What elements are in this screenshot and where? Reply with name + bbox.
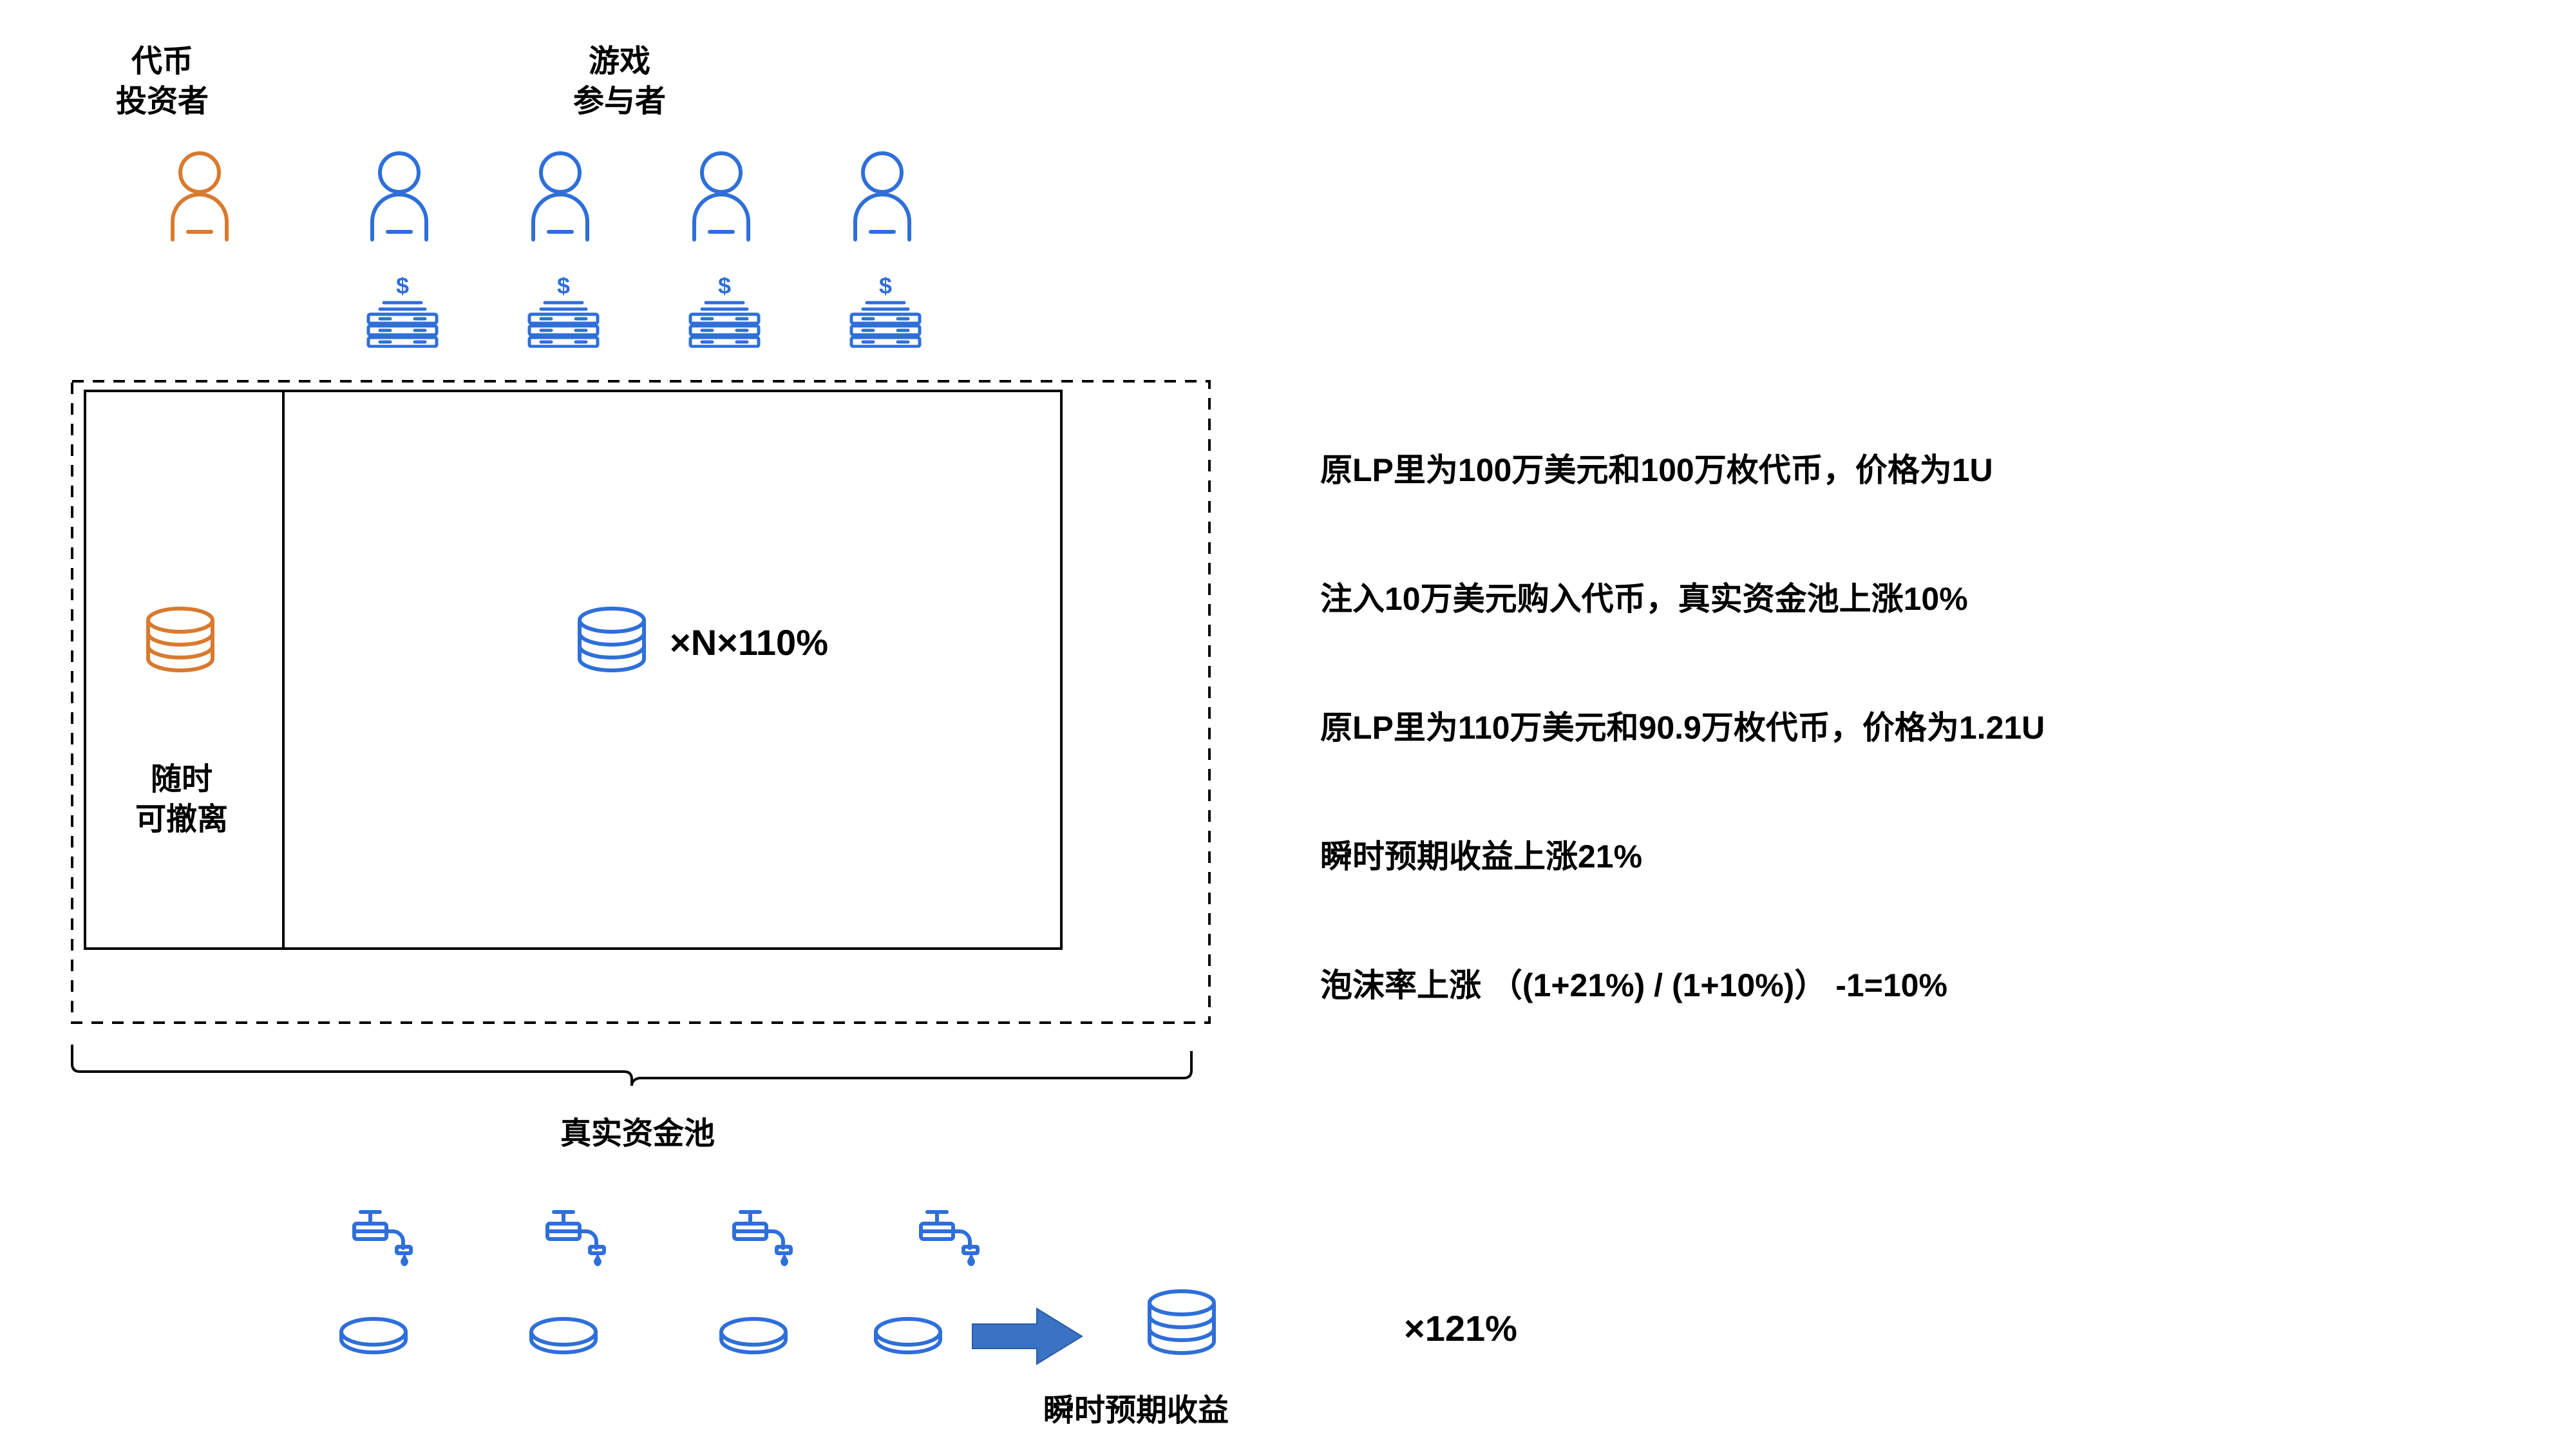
person-icon xyxy=(522,148,599,245)
money-icon-4: $ xyxy=(844,277,927,348)
person-icon xyxy=(683,148,760,245)
faucet-1 xyxy=(541,1204,612,1269)
bracket xyxy=(71,1043,1211,1095)
arrow-icon xyxy=(966,1301,1088,1372)
person-icon xyxy=(844,148,921,245)
faucet-icon xyxy=(914,1204,985,1269)
faucet-icon xyxy=(541,1204,612,1269)
money-icon-2: $ xyxy=(522,277,605,348)
header-player: 游戏 参与者 xyxy=(573,42,666,122)
coin-stack-icon xyxy=(138,602,222,686)
coin-icon xyxy=(869,1314,947,1359)
coin-1 xyxy=(525,1314,602,1359)
person-icon xyxy=(361,148,438,245)
coin-icon xyxy=(335,1314,412,1359)
output-coins xyxy=(1140,1285,1224,1368)
svg-text:$: $ xyxy=(557,277,570,299)
money-icon-3: $ xyxy=(683,277,766,348)
user-icon-1 xyxy=(361,148,438,245)
svg-text:$: $ xyxy=(718,277,731,299)
coin-stack-icon xyxy=(1140,1285,1224,1368)
user-icon-0 xyxy=(161,148,238,245)
player-coins xyxy=(570,602,654,686)
coin-2 xyxy=(715,1314,792,1359)
faucet-0 xyxy=(348,1204,419,1269)
svg-text:$: $ xyxy=(879,277,892,299)
coin-0 xyxy=(335,1314,412,1359)
faucet-2 xyxy=(728,1204,799,1269)
coin-icon xyxy=(715,1314,792,1359)
bullet-0: 原LP里为100万美元和100万枚代币，价格为1U xyxy=(1320,448,1993,493)
money-stack-icon: $ xyxy=(361,277,444,348)
header-investor: 代币 投资者 xyxy=(116,42,209,122)
pool-multiplier: ×N×110% xyxy=(670,621,828,663)
money-icon-1: $ xyxy=(361,277,444,348)
bracket-label: 真实资金池 xyxy=(560,1108,715,1153)
person-icon xyxy=(161,148,238,245)
bullet-2: 原LP里为110万美元和90.9万枚代币，价格为1.21U xyxy=(1320,705,2045,750)
faucet-3 xyxy=(914,1204,985,1269)
money-stack-icon: $ xyxy=(844,277,927,348)
faucet-icon xyxy=(728,1204,799,1269)
bullet-3: 瞬时预期收益上涨21% xyxy=(1320,834,1642,879)
svg-text:$: $ xyxy=(396,277,409,299)
coin-3 xyxy=(869,1314,947,1359)
coin-stack-icon xyxy=(570,602,654,686)
investor-coins xyxy=(138,602,222,686)
bullet-1: 注入10万美元购入代币，真实资金池上涨10% xyxy=(1320,576,1968,621)
output-label: 瞬时预期收益 xyxy=(1043,1385,1229,1430)
investor-box-label: 随时 可撤离 xyxy=(135,760,228,840)
output-multiplier: ×121% xyxy=(1404,1307,1517,1349)
bullet-4: 泡沫率上涨 （(1+21%) / (1+10%)） -1=10% xyxy=(1320,963,1947,1008)
coin-icon xyxy=(525,1314,602,1359)
money-stack-icon: $ xyxy=(683,277,766,348)
faucet-icon xyxy=(348,1204,419,1269)
user-icon-3 xyxy=(683,148,760,245)
user-icon-2 xyxy=(522,148,599,245)
user-icon-4 xyxy=(844,148,921,245)
money-stack-icon: $ xyxy=(522,277,605,348)
